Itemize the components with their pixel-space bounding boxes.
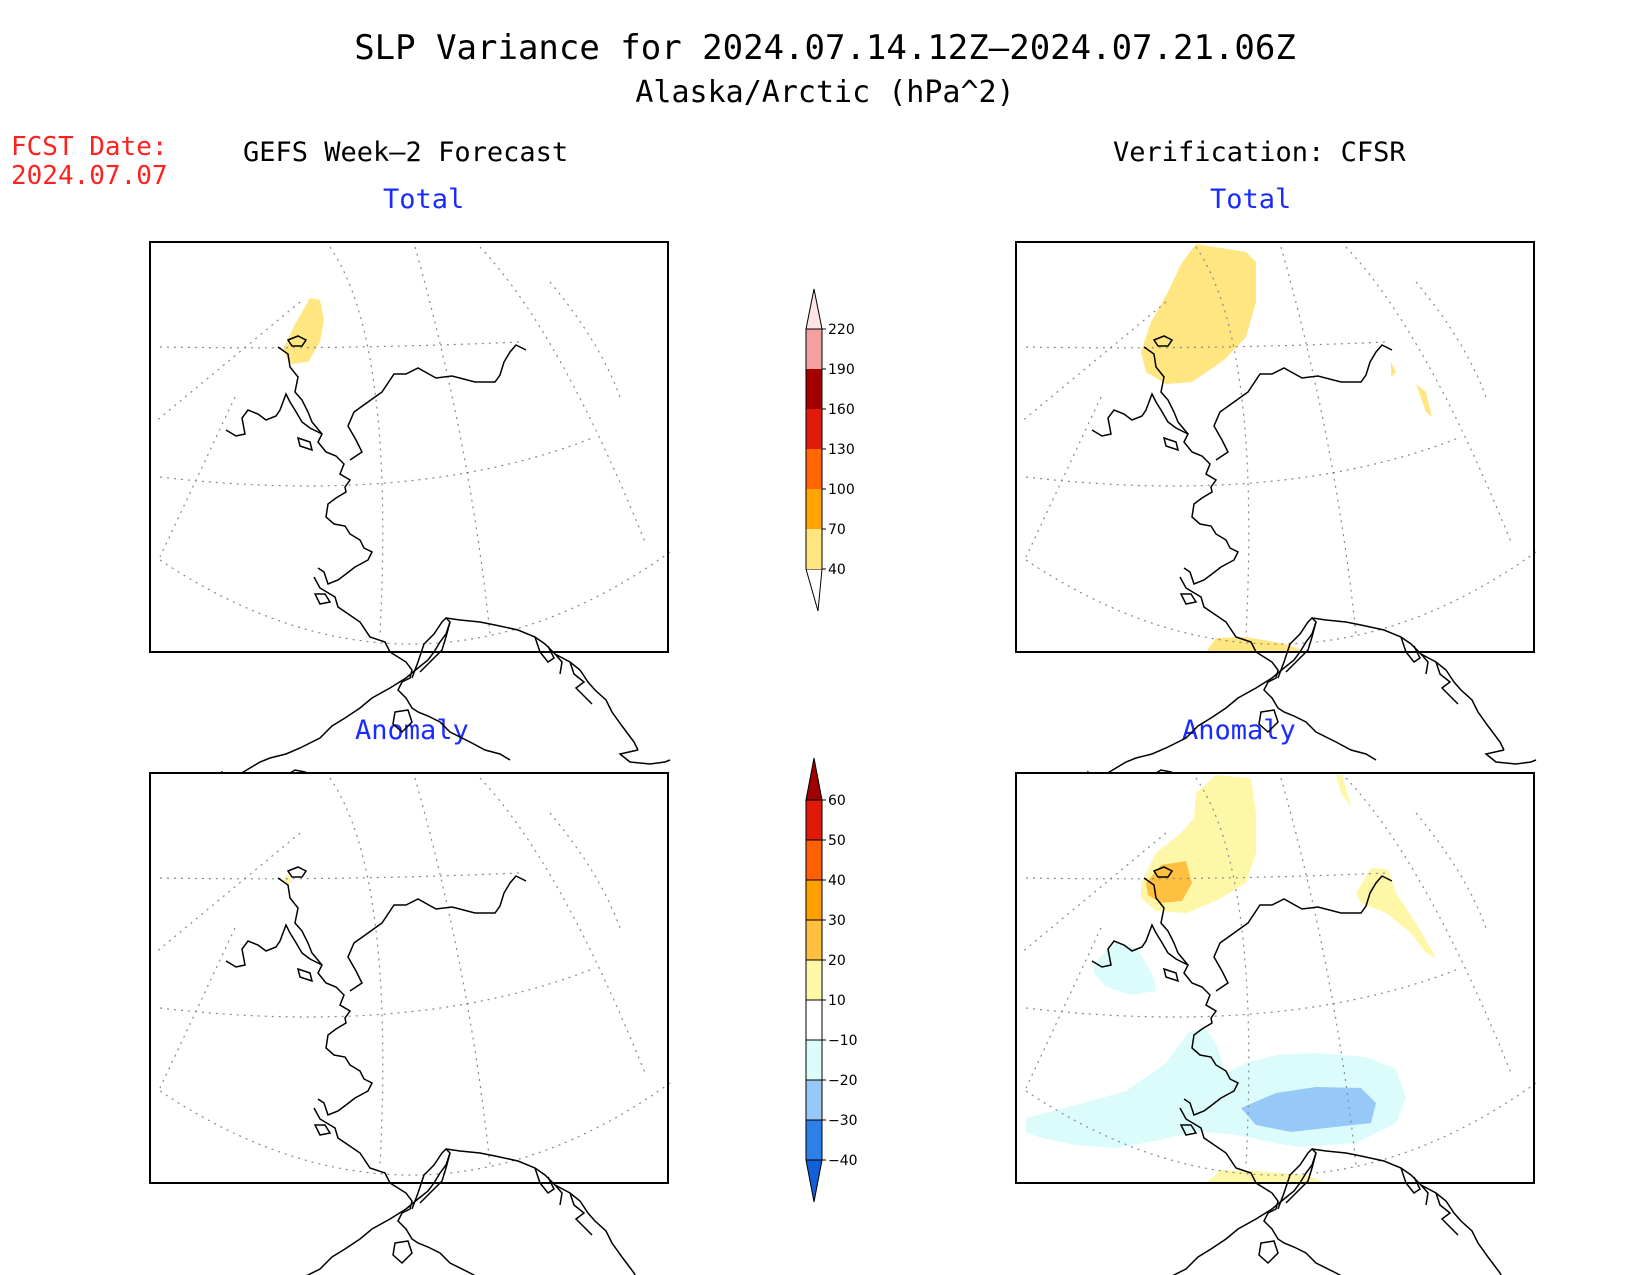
colorbar-tick-label: 100 (828, 482, 855, 498)
map-verification-total (1015, 241, 1537, 781)
colorbar-lower-triangle (805, 1159, 823, 1203)
contour-fill (1141, 244, 1256, 384)
colorbar-segment (806, 1000, 822, 1040)
colorbar-tick-label: 30 (828, 913, 846, 929)
contour-fill (1141, 775, 1256, 913)
colorbar-segment (806, 1040, 822, 1080)
chart-title: SLP Variance for 2024.07.14.12Z–2024.07.… (354, 28, 1296, 68)
contour-fill (1146, 861, 1192, 903)
colorbar-segment (806, 409, 822, 449)
contour-fill (1416, 384, 1432, 417)
colorbar-segment (806, 960, 822, 1000)
panel-title-verification-anomaly: Anomaly (1182, 715, 1296, 746)
colorbar-tick-label: 60 (828, 793, 846, 809)
contour-fill (1391, 362, 1396, 377)
colorbar-segment (806, 1080, 822, 1120)
colorbar-anomaly: −40 −30 −20 −10 10 20 30 40 50 60 (805, 757, 858, 1203)
contour-fill (1356, 868, 1436, 958)
contour-fill (1206, 1170, 1326, 1183)
panel-title-forecast-total: Total (383, 184, 465, 215)
column-title-forecast: GEFS Week–2 Forecast (243, 137, 569, 168)
colorbar-segment (806, 329, 822, 369)
colorbar-segment (806, 369, 822, 409)
colorbar-tick-label: 20 (828, 953, 846, 969)
colorbar-tick-label: 190 (828, 362, 855, 378)
contour-fill (1241, 1087, 1376, 1132)
colorbar-segment (806, 1120, 822, 1160)
contour-fill (283, 298, 324, 364)
panel-title-verification-total: Total (1210, 184, 1292, 215)
colorbar-segment (806, 840, 822, 880)
colorbar-tick-label: 70 (828, 522, 846, 538)
colorbar-upper-triangle (805, 757, 823, 801)
map-forecast-total (149, 241, 671, 781)
contour-fill (1026, 1028, 1406, 1148)
colorbar-total: 40 70 100 130 160 190 220 (805, 288, 855, 612)
fcst-date-value: 2024.07.07 (11, 161, 168, 191)
contour-fill (283, 873, 292, 885)
colorbar-segment (805, 288, 823, 330)
colorbar-tick-label: −10 (828, 1033, 858, 1049)
colorbar-tick-label: 40 (828, 873, 846, 889)
colorbar-lower-triangle (805, 568, 823, 612)
colorbar-tick-label: 130 (828, 442, 855, 458)
contour-fill (1336, 775, 1351, 807)
contour-fill (1094, 943, 1156, 995)
colorbar-tick-label: −40 (828, 1153, 858, 1169)
chart-subtitle: Alaska/Arctic (hPa^2) (635, 75, 1015, 110)
colorbar-segment (806, 880, 822, 920)
panel-title-forecast-anomaly: Anomaly (355, 715, 469, 746)
contour-fill (1206, 637, 1306, 652)
colorbar-tick-label: 160 (828, 402, 855, 418)
colorbar-tick-label: 220 (828, 322, 855, 338)
colorbar-tick-label: 10 (828, 993, 846, 1009)
colorbar-tick-label: −20 (828, 1073, 858, 1089)
column-title-verification: Verification: CFSR (1113, 137, 1406, 168)
colorbar-segment (806, 529, 822, 569)
colorbar-segment (806, 920, 822, 960)
colorbar-segment (806, 489, 822, 529)
colorbar-tick-label: 40 (828, 562, 846, 578)
colorbar-tick-label: −30 (828, 1113, 858, 1129)
colorbar-segment (806, 800, 822, 840)
colorbar-segment (806, 449, 822, 489)
map-verification-anomaly (1015, 772, 1537, 1275)
colorbar-tick-label: 50 (828, 833, 846, 849)
map-forecast-anomaly (149, 772, 671, 1275)
fcst-date-label: FCST Date: (11, 132, 168, 162)
